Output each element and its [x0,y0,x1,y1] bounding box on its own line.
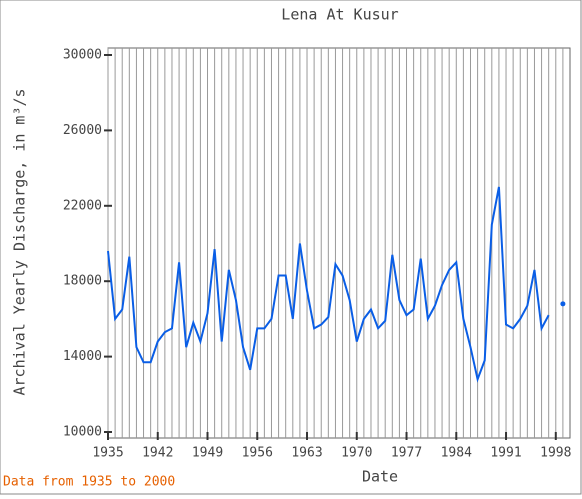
x-tick-label: 1977 [391,446,422,461]
x-axis-label: Date [362,468,398,486]
y-tick-label: 26000 [63,123,102,138]
chart-title: Lena At Kusur [281,6,398,24]
y-tick-label: 10000 [63,425,102,440]
x-tick-label: 1998 [540,446,571,461]
x-tick-label: 1949 [192,446,223,461]
y-tick-label: 22000 [63,198,102,213]
y-tick-label: 18000 [63,274,102,289]
x-tick-label: 1991 [490,446,521,461]
x-tick-label: 1984 [441,446,472,461]
x-tick-label: 1935 [92,446,123,461]
x-tick-label: 1963 [291,446,322,461]
y-tick-label: 30000 [63,48,102,63]
x-tick-label: 1942 [142,446,173,461]
footer-note: Data from 1935 to 2000 [3,475,175,490]
y-axis-label: Archival Yearly Discharge, in m³/s [11,88,29,395]
data-point [560,301,566,307]
x-tick-label: 1970 [341,446,372,461]
y-tick-label: 14000 [63,349,102,364]
x-tick-label: 1956 [242,446,273,461]
plot-area [107,47,571,439]
data-line [107,186,550,383]
